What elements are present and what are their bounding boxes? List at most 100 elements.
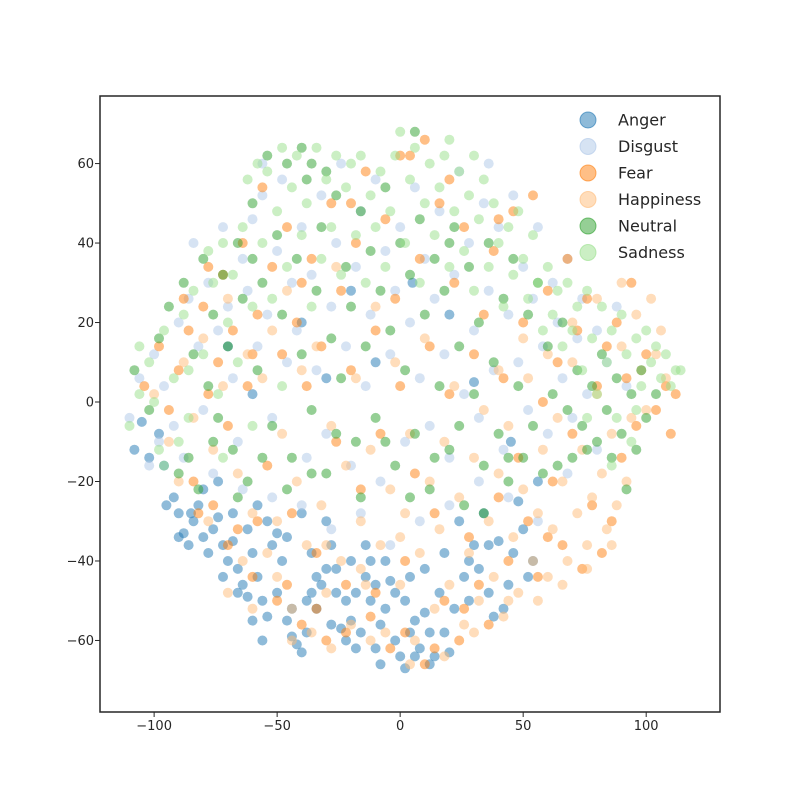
data-point (301, 452, 312, 463)
data-point (434, 198, 445, 209)
data-point (449, 269, 460, 280)
data-point (424, 476, 435, 487)
data-point (139, 381, 150, 392)
data-point (178, 277, 189, 288)
data-point (503, 309, 514, 320)
data-point (161, 500, 172, 511)
data-point (282, 357, 292, 368)
data-point (232, 524, 243, 535)
data-point (257, 238, 268, 248)
data-point (518, 261, 529, 272)
data-point (267, 293, 278, 304)
data-point (331, 436, 342, 447)
data-point (439, 349, 450, 360)
data-point (306, 405, 317, 415)
data-point (552, 357, 563, 368)
data-point (311, 341, 322, 352)
data-point (434, 587, 445, 598)
data-point (213, 412, 224, 423)
data-point (414, 214, 425, 225)
data-point (286, 182, 297, 193)
data-point (247, 615, 258, 626)
data-point (611, 317, 622, 328)
data-point (557, 476, 568, 487)
data-point (355, 206, 366, 217)
y-tick-label: −20 (67, 475, 94, 490)
data-point (193, 508, 204, 519)
data-point (493, 468, 504, 479)
data-point (380, 261, 391, 272)
data-point (208, 444, 219, 455)
data-point (222, 540, 233, 551)
data-point (331, 563, 342, 574)
data-point (208, 436, 219, 447)
data-point (513, 357, 524, 368)
data-point (488, 198, 499, 209)
data-point (198, 349, 209, 360)
data-point (272, 571, 283, 582)
data-point (473, 563, 484, 574)
data-point (601, 341, 612, 352)
y-tick-label: 60 (77, 157, 94, 172)
data-point (606, 540, 617, 551)
data-point (542, 428, 553, 439)
data-point (375, 428, 386, 439)
data-point (375, 166, 386, 177)
data-point (419, 563, 430, 574)
data-point (464, 261, 474, 272)
data-point (473, 412, 484, 423)
data-point (163, 436, 174, 447)
data-point (173, 317, 184, 328)
data-point (144, 452, 155, 463)
data-point (296, 142, 307, 153)
data-point (173, 365, 184, 376)
data-point (203, 381, 214, 392)
data-point (621, 381, 632, 392)
data-point (203, 261, 214, 272)
data-point (503, 452, 514, 463)
data-point (631, 333, 642, 344)
data-point (444, 309, 455, 320)
data-point (370, 579, 381, 590)
data-point (400, 436, 411, 447)
data-point (385, 484, 396, 495)
data-point (483, 238, 494, 248)
data-point (242, 381, 253, 392)
data-point (365, 556, 376, 566)
data-point (198, 532, 209, 543)
data-point (222, 301, 233, 312)
x-tick-label: 100 (634, 719, 659, 734)
data-point (232, 238, 243, 248)
data-point (596, 301, 607, 312)
data-point (518, 452, 529, 463)
data-point (247, 548, 258, 558)
data-point (124, 412, 135, 423)
data-point (380, 182, 391, 193)
data-point (400, 365, 411, 376)
data-point (439, 595, 450, 606)
data-point (350, 643, 361, 654)
data-point (488, 246, 499, 256)
data-point (198, 253, 209, 264)
data-point (621, 476, 632, 487)
data-point (464, 556, 474, 566)
data-point (247, 301, 258, 312)
data-point (582, 412, 593, 423)
data-point (488, 611, 499, 622)
data-point (395, 532, 406, 543)
data-point (572, 508, 583, 519)
data-point (390, 285, 401, 296)
data-point (247, 198, 258, 209)
data-point (567, 317, 578, 328)
data-point (547, 277, 558, 288)
data-point (552, 285, 563, 296)
data-point (532, 508, 543, 519)
data-point (341, 341, 351, 352)
data-point (493, 428, 504, 439)
data-point (621, 373, 632, 384)
data-point (488, 357, 499, 368)
data-point (582, 563, 593, 574)
data-point (331, 150, 342, 161)
data-point (257, 635, 268, 646)
data-point (208, 277, 219, 288)
